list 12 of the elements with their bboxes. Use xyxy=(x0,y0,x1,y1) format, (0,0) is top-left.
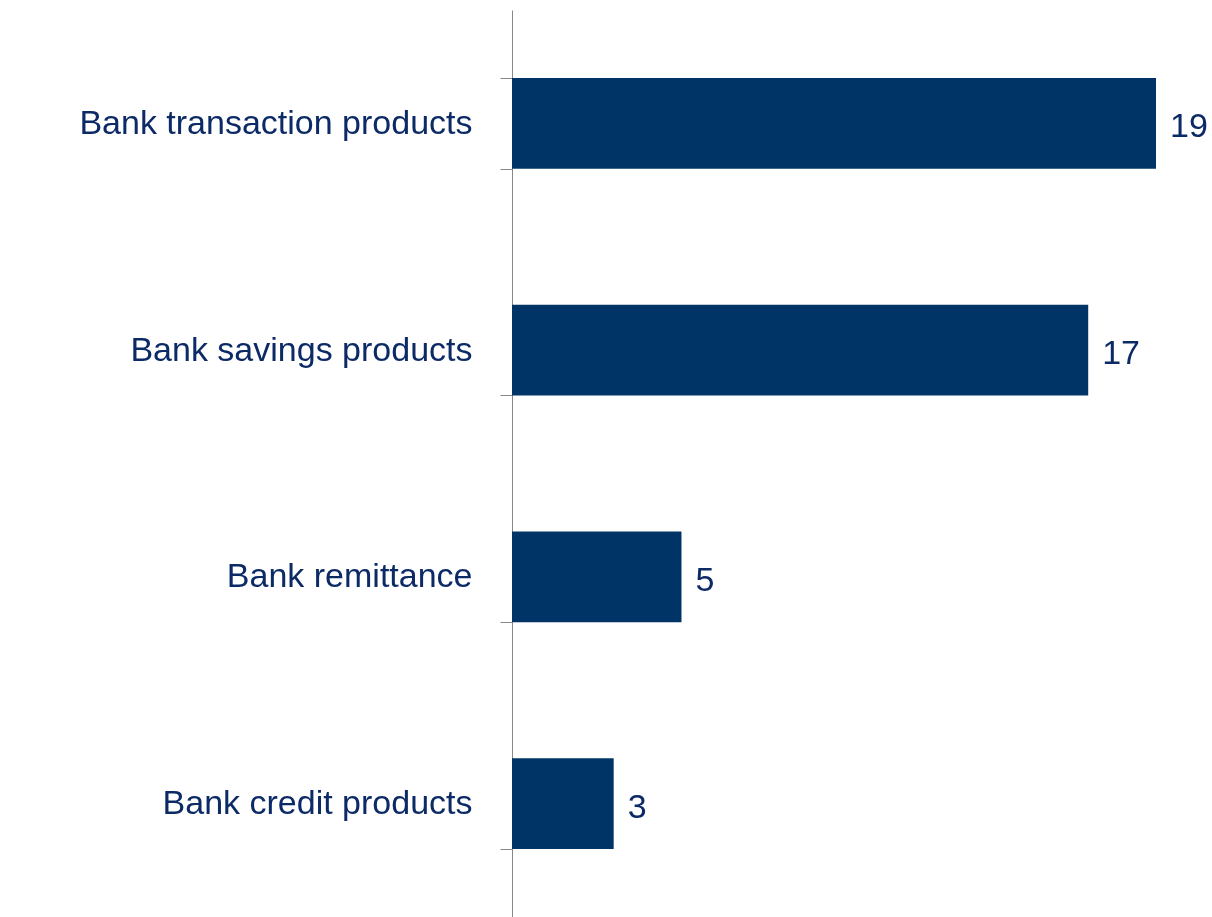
bar xyxy=(512,304,1089,396)
y-tick-label: Bank credit products xyxy=(162,783,473,822)
bar xyxy=(512,531,682,623)
y-tick-label: Bank remittance xyxy=(226,556,473,595)
bar xyxy=(512,78,1156,169)
data-label: 5 xyxy=(695,559,715,598)
data-label: 17 xyxy=(1102,333,1141,372)
bar xyxy=(512,758,614,849)
data-label: 3 xyxy=(627,786,647,825)
y-tick-label: Bank transaction products xyxy=(79,102,473,141)
data-label: 19 xyxy=(1170,106,1208,145)
y-tick-label: Bank savings products xyxy=(130,329,473,368)
